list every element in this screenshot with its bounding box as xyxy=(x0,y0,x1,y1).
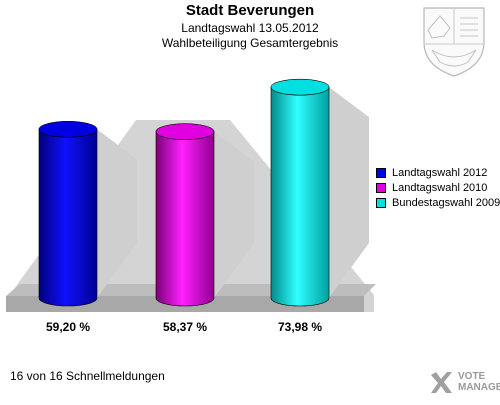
logo-text-manager: MANAGER xyxy=(458,382,500,393)
logo-text-vote: VOTE xyxy=(458,371,486,382)
bar-shadow xyxy=(97,129,137,298)
legend-label: Bundestagswahl 2009 xyxy=(392,197,500,209)
legend-label: Landtagswahl 2010 xyxy=(392,182,488,194)
vote-manager-icon xyxy=(431,372,452,393)
coat-of-arms-icon xyxy=(423,7,485,77)
bar-shadow xyxy=(329,87,369,298)
legend-swatch xyxy=(376,183,386,193)
bars-group xyxy=(38,78,369,307)
legend-swatch xyxy=(376,168,386,178)
legend-label: Landtagswahl 2012 xyxy=(392,167,488,179)
bar-body xyxy=(270,86,330,307)
bar-cap xyxy=(270,78,330,96)
bar-cap xyxy=(38,120,98,138)
vote-manager-logo: VOTE MANAGER xyxy=(428,368,500,398)
value-label-1: 59,20 % xyxy=(46,320,90,334)
bar-cap xyxy=(155,123,215,140)
chart-subtitle-2: Wahlbeteiligung Gesamtergebnis xyxy=(161,36,339,50)
bar-body xyxy=(155,131,215,307)
value-label-2: 58,37 % xyxy=(163,320,207,334)
bar-1 xyxy=(38,120,137,307)
footer-status: 16 von 16 Schnellmeldungen xyxy=(10,369,165,383)
legend-swatch xyxy=(376,198,386,208)
chart-subtitle: Landtagswahl 13.05.2012 xyxy=(181,21,319,35)
chart-title: Stadt Beverungen xyxy=(185,2,315,19)
bar-2 xyxy=(155,123,254,307)
bar-shadow xyxy=(214,131,254,298)
bar-body xyxy=(38,128,98,307)
bar-3 xyxy=(270,78,369,307)
value-label-3: 73,98 % xyxy=(278,320,322,334)
value-labels-group: 59,20 % 58,37 % 73,98 % xyxy=(46,320,322,334)
